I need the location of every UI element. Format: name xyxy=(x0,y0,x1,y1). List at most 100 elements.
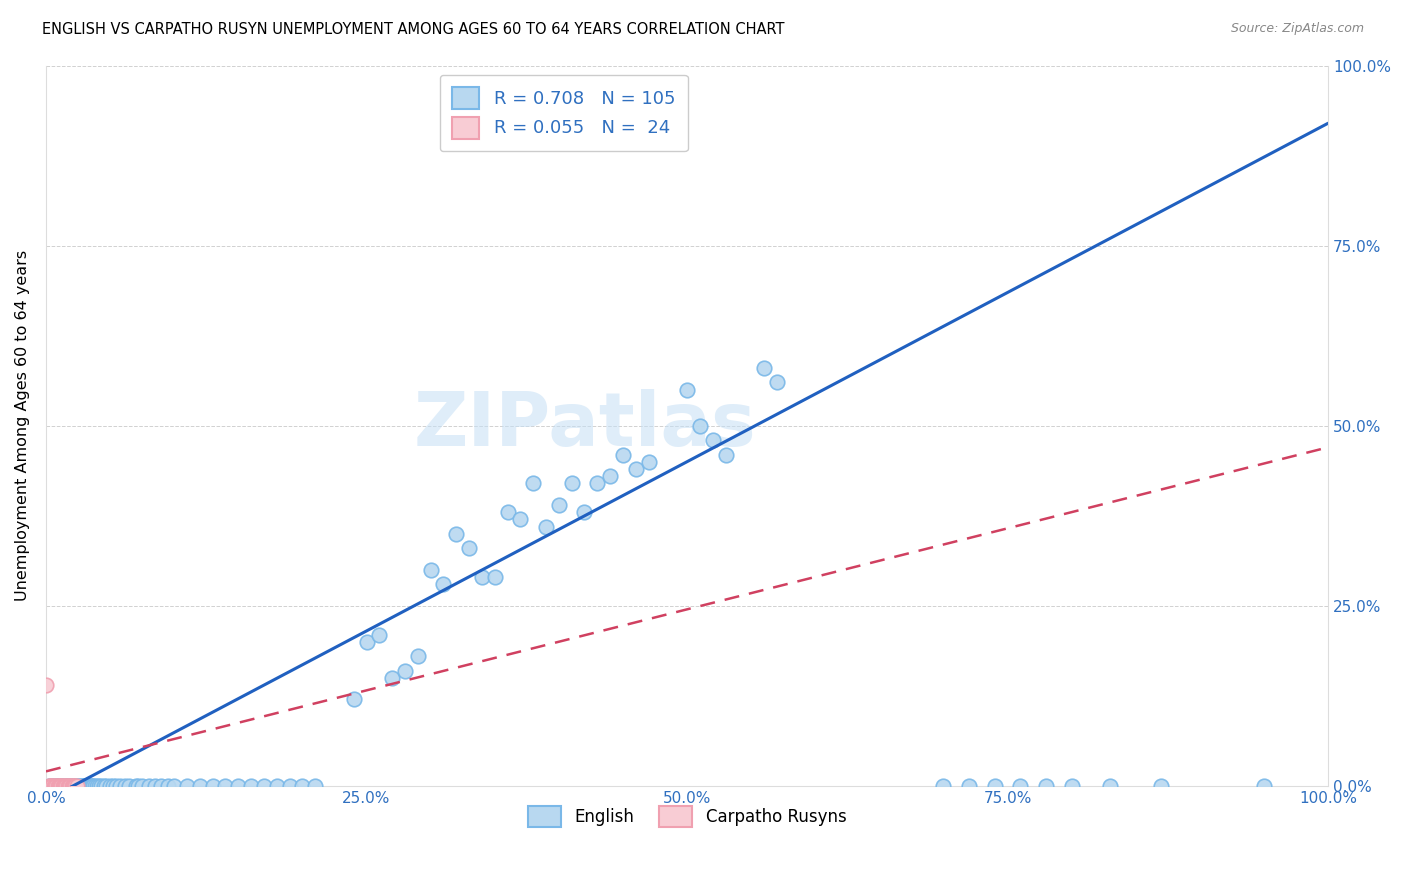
Point xyxy=(45,779,67,793)
Point xyxy=(101,779,124,793)
Point xyxy=(52,779,75,793)
Point xyxy=(79,779,101,793)
Point xyxy=(52,779,75,793)
Point xyxy=(471,570,494,584)
Point xyxy=(1150,779,1173,793)
Point xyxy=(42,779,65,793)
Point xyxy=(586,476,609,491)
Point xyxy=(41,779,63,793)
Point xyxy=(38,779,60,793)
Point xyxy=(201,779,224,793)
Point xyxy=(143,779,166,793)
Point xyxy=(66,779,89,793)
Point xyxy=(56,779,79,793)
Point xyxy=(105,779,128,793)
Point xyxy=(58,779,80,793)
Point xyxy=(46,779,69,793)
Point xyxy=(150,779,173,793)
Point xyxy=(60,779,83,793)
Point xyxy=(547,498,569,512)
Point xyxy=(82,779,104,793)
Point xyxy=(38,779,60,793)
Point xyxy=(49,779,72,793)
Point xyxy=(1060,779,1083,793)
Point xyxy=(65,779,87,793)
Text: ENGLISH VS CARPATHO RUSYN UNEMPLOYMENT AMONG AGES 60 TO 64 YEARS CORRELATION CHA: ENGLISH VS CARPATHO RUSYN UNEMPLOYMENT A… xyxy=(42,22,785,37)
Point xyxy=(1035,779,1057,793)
Point xyxy=(1010,779,1032,793)
Point xyxy=(118,779,141,793)
Point xyxy=(176,779,198,793)
Point xyxy=(53,779,76,793)
Point xyxy=(291,779,314,793)
Point xyxy=(45,779,67,793)
Point xyxy=(676,383,699,397)
Point xyxy=(44,779,66,793)
Point xyxy=(127,779,149,793)
Point xyxy=(381,671,404,685)
Point xyxy=(55,779,77,793)
Point xyxy=(93,779,115,793)
Point xyxy=(702,433,724,447)
Point xyxy=(56,779,79,793)
Point xyxy=(62,779,84,793)
Point xyxy=(39,779,62,793)
Point xyxy=(932,779,955,793)
Point xyxy=(46,779,69,793)
Point xyxy=(52,779,75,793)
Point xyxy=(752,361,775,376)
Point xyxy=(394,664,416,678)
Point xyxy=(356,634,378,648)
Point xyxy=(82,779,104,793)
Point xyxy=(446,526,468,541)
Point xyxy=(214,779,236,793)
Point xyxy=(66,779,89,793)
Point xyxy=(51,779,73,793)
Text: ZIPatlas: ZIPatlas xyxy=(413,389,756,462)
Point xyxy=(98,779,121,793)
Point xyxy=(138,779,160,793)
Point xyxy=(49,779,72,793)
Point xyxy=(125,779,148,793)
Point xyxy=(83,779,105,793)
Point xyxy=(60,779,83,793)
Point xyxy=(69,779,91,793)
Point xyxy=(714,448,737,462)
Point xyxy=(574,505,596,519)
Point xyxy=(114,779,136,793)
Point xyxy=(55,779,77,793)
Point xyxy=(1253,779,1275,793)
Point xyxy=(522,476,544,491)
Point xyxy=(509,512,531,526)
Point xyxy=(368,627,391,641)
Point xyxy=(534,519,557,533)
Point xyxy=(406,649,429,664)
Point xyxy=(984,779,1007,793)
Point xyxy=(67,779,90,793)
Point xyxy=(59,779,82,793)
Point xyxy=(75,779,97,793)
Point xyxy=(432,577,454,591)
Point xyxy=(561,476,583,491)
Point xyxy=(110,779,132,793)
Point xyxy=(156,779,179,793)
Point xyxy=(90,779,112,793)
Point xyxy=(72,779,94,793)
Point xyxy=(1099,779,1122,793)
Point xyxy=(53,779,76,793)
Point xyxy=(343,692,366,706)
Text: Source: ZipAtlas.com: Source: ZipAtlas.com xyxy=(1230,22,1364,36)
Point xyxy=(96,779,118,793)
Point xyxy=(70,779,93,793)
Point xyxy=(51,779,73,793)
Point xyxy=(63,779,86,793)
Point xyxy=(689,418,711,433)
Point xyxy=(86,779,108,793)
Point xyxy=(458,541,481,555)
Y-axis label: Unemployment Among Ages 60 to 64 years: Unemployment Among Ages 60 to 64 years xyxy=(15,250,30,601)
Point xyxy=(419,563,441,577)
Point xyxy=(38,779,60,793)
Point xyxy=(624,462,647,476)
Point xyxy=(266,779,288,793)
Point xyxy=(278,779,301,793)
